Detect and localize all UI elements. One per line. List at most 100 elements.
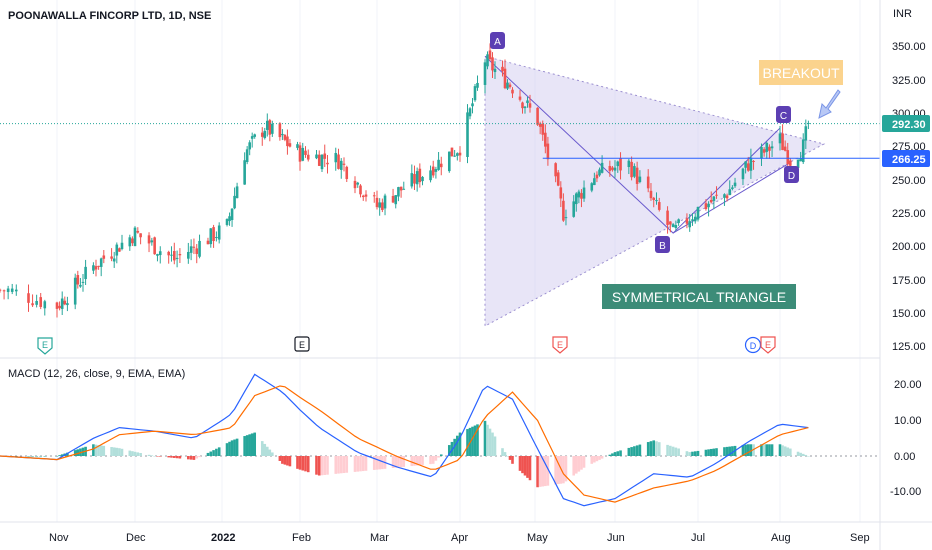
- macd-histogram-bar: [326, 456, 329, 475]
- point-b-label[interactable]: B: [655, 236, 670, 253]
- candle-body: [521, 102, 524, 109]
- candle-body: [304, 150, 307, 155]
- breakout-callout[interactable]: BREAKOUT: [759, 60, 843, 119]
- macd-histogram-bar: [619, 450, 622, 456]
- candle-body: [471, 103, 474, 107]
- candle-body: [630, 161, 633, 178]
- macd-histogram-bar: [301, 456, 305, 471]
- candle-body: [715, 194, 718, 196]
- candle-body: [804, 126, 808, 141]
- macd-histogram-bar: [799, 452, 802, 456]
- macd-histogram-bar: [14, 456, 18, 457]
- price-tick: 225.00: [892, 208, 926, 220]
- macd-histogram-bar: [580, 456, 583, 470]
- earnings-badge-icon: [552, 336, 568, 354]
- macd-histogram-bar: [245, 435, 249, 456]
- point-a-label[interactable]: A: [490, 32, 505, 49]
- earnings-event-3[interactable]: E: [552, 336, 568, 354]
- candle-body: [353, 180, 357, 189]
- macd-histogram-bar: [353, 456, 357, 472]
- candle-body: [762, 149, 766, 153]
- time-label: Dec: [126, 532, 146, 544]
- macd-histogram-bar: [538, 456, 542, 487]
- macd-histogram-bar: [215, 448, 218, 456]
- candle-body: [709, 199, 713, 203]
- pattern-text: SYMMETRICAL TRIANGLE: [612, 289, 786, 305]
- macd-histogram-bar: [723, 447, 726, 456]
- candle-body: [693, 216, 697, 222]
- price-axis[interactable]: 350.00 325.00 300.00 275.00 250.00 225.0…: [892, 41, 926, 353]
- price-candles: [0, 43, 810, 318]
- candle-body: [657, 202, 661, 210]
- macd-histogram-bar: [491, 432, 494, 456]
- macd-histogram-bar: [564, 456, 568, 482]
- macd-histogram-bar: [209, 451, 213, 456]
- candle-body: [473, 86, 477, 101]
- pattern-callout[interactable]: SYMMETRICAL TRIANGLE: [602, 284, 796, 309]
- macd-histogram-bar: [616, 451, 620, 456]
- candle-body: [523, 106, 527, 109]
- macd-histogram-bar: [608, 454, 612, 456]
- earnings-event-1[interactable]: E: [37, 337, 53, 355]
- candle-body: [491, 57, 494, 71]
- macd-histogram-bar: [39, 456, 43, 457]
- dividend-event[interactable]: D: [744, 336, 762, 354]
- candle-body: [437, 159, 440, 170]
- candle-body: [334, 153, 338, 163]
- macd-histogram-bar: [731, 446, 734, 456]
- macd-histogram-bar: [421, 456, 424, 465]
- macd-histogram-bar: [195, 456, 199, 459]
- candle-body: [323, 153, 327, 159]
- candle-body: [707, 203, 710, 208]
- candle-body: [799, 158, 802, 162]
- candle-body: [503, 68, 507, 89]
- candle-body: [526, 100, 529, 104]
- macd-histogram-bar: [638, 444, 642, 456]
- macd-histogram-bar: [230, 440, 234, 456]
- level-price-label[interactable]: 266.25: [882, 150, 930, 167]
- candle-body: [375, 197, 379, 208]
- candle-body: [580, 193, 583, 199]
- candle-body: [120, 242, 124, 250]
- macd-histogram-bar: [582, 456, 586, 468]
- macd-histogram-bar: [243, 436, 246, 456]
- macd-histogram-bar: [523, 456, 527, 476]
- time-label: Jun: [607, 532, 625, 544]
- point-a-text: A: [494, 37, 501, 48]
- time-axis[interactable]: Nov Dec 2022 Feb Mar Apr May Jun Jul Aug…: [49, 532, 870, 544]
- candle-body: [627, 160, 631, 168]
- last-price-text: 292.30: [892, 119, 926, 131]
- candle-body: [765, 142, 769, 152]
- macd-histogram-bar: [115, 447, 119, 456]
- earnings-badge-text: E: [765, 340, 771, 350]
- macd-histogram-bar: [315, 456, 318, 475]
- time-label: Sep: [850, 532, 870, 544]
- macd-histogram-bar: [342, 456, 346, 474]
- candle-body: [674, 224, 678, 229]
- macd-histogram-bar: [189, 456, 193, 460]
- macd-histogram-bar: [518, 456, 522, 471]
- candle-body: [783, 146, 787, 151]
- earnings-badge-icon: [294, 336, 310, 352]
- earnings-event-4[interactable]: E: [760, 336, 776, 354]
- candle-body: [189, 246, 193, 253]
- last-price-label[interactable]: 292.30: [882, 115, 930, 132]
- macd-histogram-bar: [493, 436, 497, 456]
- earnings-event-2[interactable]: E: [294, 336, 310, 352]
- candle-body: [315, 154, 318, 159]
- symbol-title[interactable]: POONAWALLA FINCORP LTD, 1D, NSE: [8, 10, 211, 22]
- macd-histogram-bar: [212, 450, 215, 456]
- macd-histogram-bar: [118, 448, 121, 456]
- candle-body: [326, 162, 329, 165]
- macd-axis[interactable]: 20.00 10.00 0.00 -10.00: [890, 379, 922, 498]
- macd-histogram-bar: [704, 449, 708, 456]
- candle-body: [317, 154, 321, 166]
- point-c-label[interactable]: C: [776, 106, 791, 123]
- macd-histogram-bar: [511, 456, 514, 464]
- macd-histogram-bar: [574, 456, 578, 474]
- macd-title[interactable]: MACD (12, 26, close, 9, EMA, EMA): [8, 368, 185, 380]
- point-d-label[interactable]: D: [784, 166, 799, 183]
- candle-body: [559, 187, 563, 199]
- level-price-badge: [882, 150, 930, 167]
